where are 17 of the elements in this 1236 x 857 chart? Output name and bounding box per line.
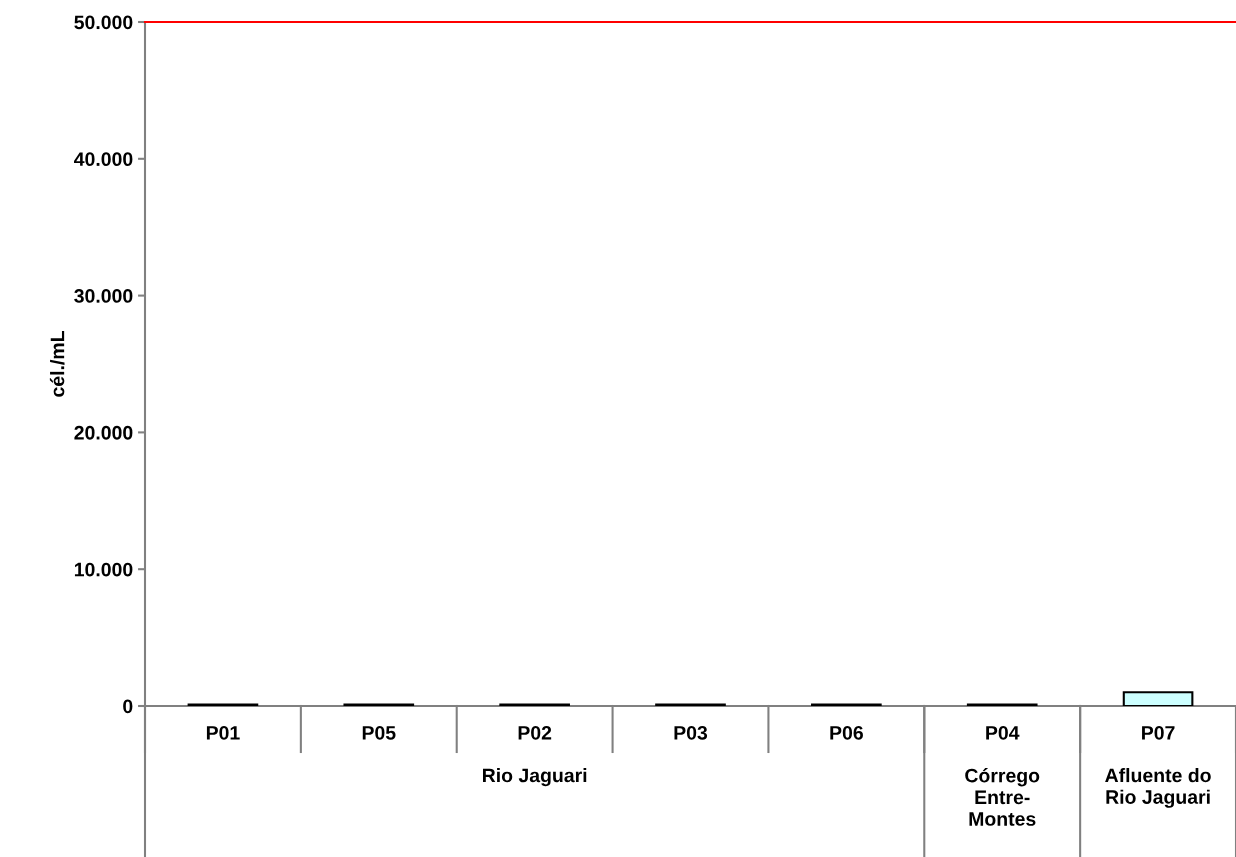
x-tick-label: P07: [1142, 725, 1175, 740]
x-tick-label: P05: [362, 725, 396, 740]
text: Rio Jaguari: [483, 768, 587, 787]
y-tick-label: 30.000: [74, 289, 133, 303]
x-tick-label: P06: [830, 725, 863, 740]
y-tick-label: 10.000: [74, 562, 133, 577]
y-tick-label: 50.000: [74, 15, 133, 30]
y-tick-label: 40.000: [74, 152, 133, 167]
y-axis-title: cél./mL: [49, 331, 65, 397]
x-tick-label: P03: [674, 725, 708, 740]
text: Afluente do Rio Jaguari: [1105, 768, 1211, 808]
x-tick-label: P04: [986, 725, 1020, 740]
x-tick-label: P02: [518, 725, 552, 740]
y-tick-label: 0: [123, 699, 133, 714]
y-tick-label: 20.000: [74, 425, 133, 440]
x-tick-label: P01: [206, 725, 240, 740]
text: Córrego Entre- Montes: [965, 768, 1040, 826]
